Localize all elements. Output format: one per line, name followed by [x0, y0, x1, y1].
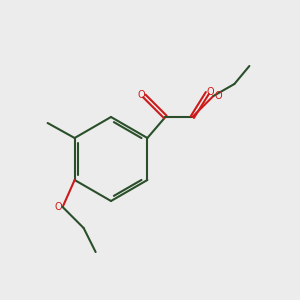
Text: O: O: [54, 202, 62, 212]
Text: O: O: [138, 89, 145, 100]
Text: O: O: [214, 91, 222, 101]
Text: O: O: [207, 86, 214, 97]
